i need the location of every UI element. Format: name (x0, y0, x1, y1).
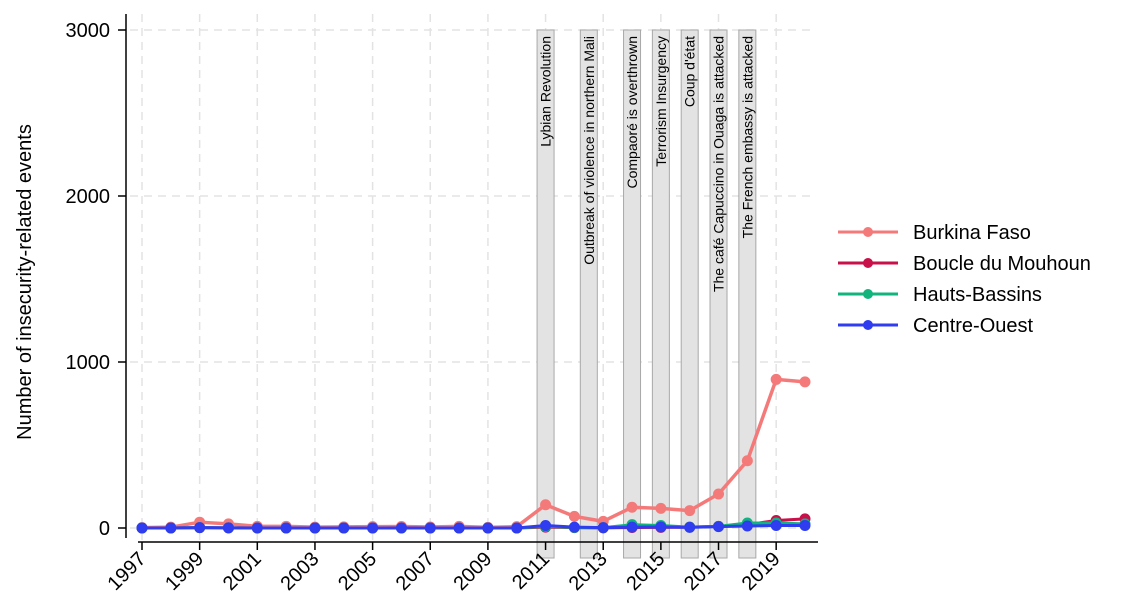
data-point (338, 522, 350, 534)
event-bands-layer: Lybian Revolution Outbreak of violence in… (536, 29, 757, 559)
legend-label: Centre-Ouest (913, 315, 1033, 337)
event-band (680, 29, 699, 559)
event-label: The French embassy is attacked (739, 36, 755, 238)
legend-marker (863, 258, 873, 268)
data-point (136, 522, 148, 534)
y-tick-label: 1000 (66, 352, 111, 374)
event-label: Outbreak of violence in northern Mali (581, 36, 597, 265)
data-point (568, 521, 580, 533)
y-tick-label: 3000 (66, 20, 111, 42)
data-point (511, 522, 523, 534)
data-point (655, 521, 667, 533)
data-point (222, 522, 234, 534)
legend-marker (863, 289, 873, 299)
data-point (741, 455, 753, 467)
legend-item: Boucle du Mouhoun (838, 253, 1091, 275)
x-tick-label: 2001 (219, 548, 266, 594)
event-band (536, 29, 555, 559)
y-tick-label: 0 (99, 518, 110, 540)
data-point (424, 522, 436, 534)
data-point (453, 522, 465, 534)
x-tick-label: 1997 (104, 548, 151, 594)
legend: Burkina Faso Boucle du Mouhoun Hauts-Bassi… (838, 222, 1091, 337)
series-burkina-faso (136, 373, 811, 534)
axes-layer: 0 1000 2000 3000 1997 1999 2001 2003 2005 2007 200… (66, 14, 818, 594)
data-point (194, 522, 206, 534)
data-point (165, 522, 177, 534)
legend-marker (863, 320, 873, 330)
series-centre-ouest (136, 520, 811, 534)
x-tick-label: 2003 (276, 548, 323, 594)
data-point (568, 510, 580, 522)
series-line (140, 377, 807, 530)
event-band (651, 29, 670, 559)
data-point (741, 520, 753, 532)
event-band (579, 29, 598, 559)
x-tick-label: 1999 (161, 548, 208, 594)
event-label: Lybian Revolution (538, 36, 554, 147)
data-point (770, 520, 782, 532)
x-tick-label: 2007 (392, 548, 439, 594)
data-point (395, 522, 407, 534)
legend-item: Centre-Ouest (838, 315, 1033, 337)
y-tick-label: 2000 (66, 186, 111, 208)
data-point (626, 501, 638, 513)
legend-item: Hauts-Bassins (838, 284, 1042, 306)
event-label: Coup d'état (682, 36, 698, 107)
data-point (713, 488, 725, 500)
data-point (540, 499, 552, 511)
data-point (713, 521, 725, 533)
legend-marker (863, 227, 873, 237)
data-point (309, 522, 321, 534)
event-band (738, 29, 757, 559)
event-label: Compaoré is overthrown (624, 36, 640, 189)
event-label: The café Capuccino in Ouaga is attacked (711, 36, 727, 292)
event-label: Terrorism Insurgency (653, 36, 669, 167)
data-point (655, 502, 667, 514)
event-band (709, 29, 728, 559)
legend-item: Burkina Faso (838, 222, 1031, 244)
data-point (540, 520, 552, 532)
data-point (597, 522, 609, 534)
x-tick-label: 2013 (565, 548, 612, 594)
data-point (626, 521, 638, 533)
data-point (684, 505, 696, 517)
series-layer (136, 373, 811, 534)
legend-label: Boucle du Mouhoun (913, 253, 1091, 275)
data-point (799, 376, 811, 388)
data-point (799, 520, 811, 532)
legend-label: Burkina Faso (913, 222, 1031, 244)
data-point (251, 522, 263, 534)
legend-label: Hauts-Bassins (913, 284, 1042, 306)
x-tick-label: 2005 (334, 548, 381, 594)
data-point (280, 522, 292, 534)
x-tick-label: 2009 (449, 548, 496, 594)
data-point (482, 522, 494, 534)
data-point (770, 373, 782, 385)
data-point (684, 521, 696, 533)
data-point (367, 522, 379, 534)
y-axis-title: Number of insecurity-related events (14, 124, 36, 440)
event-band (623, 29, 642, 559)
